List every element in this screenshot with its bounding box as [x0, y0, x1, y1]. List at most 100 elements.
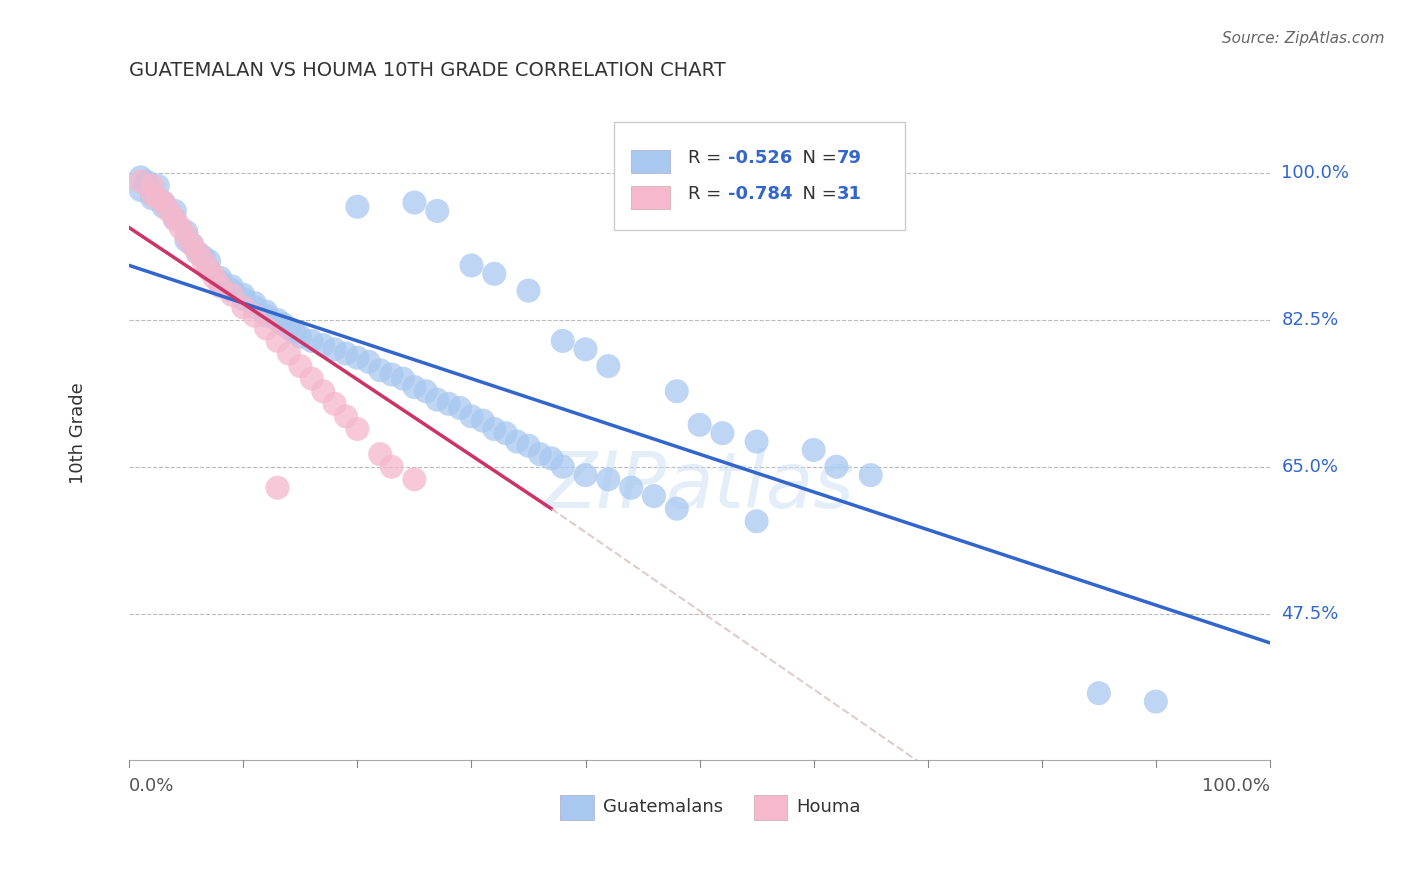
Point [141, 191, 163, 205]
Point [152, 195, 174, 210]
Point [484, 267, 506, 281]
Point [368, 447, 391, 461]
Point [198, 254, 221, 268]
Point [129, 170, 152, 185]
Point [404, 380, 426, 394]
Point [665, 501, 688, 516]
Point [460, 409, 482, 424]
Point [290, 359, 312, 373]
Point [404, 472, 426, 486]
FancyBboxPatch shape [755, 795, 787, 821]
Point [415, 384, 437, 399]
Point [141, 187, 163, 202]
Point [312, 338, 335, 352]
Point [278, 346, 301, 360]
Point [198, 262, 221, 277]
Point [517, 439, 540, 453]
Point [437, 397, 460, 411]
Point [598, 472, 620, 486]
FancyBboxPatch shape [631, 186, 669, 209]
Text: Houma: Houma [797, 798, 860, 816]
Text: -0.526: -0.526 [728, 150, 793, 168]
Point [176, 233, 198, 247]
Point [335, 409, 357, 424]
Point [198, 262, 221, 277]
Point [271, 317, 294, 331]
Text: R =: R = [688, 186, 727, 203]
Point [243, 309, 266, 323]
Text: Source: ZipAtlas.com: Source: ZipAtlas.com [1222, 31, 1385, 46]
Point [1144, 695, 1167, 709]
Point [323, 343, 346, 357]
Point [152, 200, 174, 214]
Point [381, 459, 404, 474]
Point [1088, 686, 1111, 700]
Text: 31: 31 [837, 186, 862, 203]
Point [859, 468, 882, 483]
Point [193, 254, 215, 268]
Point [243, 296, 266, 310]
Point [368, 363, 391, 377]
Point [323, 397, 346, 411]
Point [129, 175, 152, 189]
Point [471, 414, 494, 428]
Point [204, 271, 226, 285]
FancyBboxPatch shape [561, 795, 593, 821]
Point [176, 229, 198, 244]
FancyBboxPatch shape [614, 122, 905, 230]
Point [449, 401, 471, 415]
Point [312, 384, 335, 399]
FancyBboxPatch shape [631, 151, 669, 173]
Point [598, 359, 620, 373]
Text: N =: N = [790, 150, 842, 168]
Point [620, 481, 643, 495]
Point [460, 259, 482, 273]
Text: 100.0%: 100.0% [1202, 777, 1270, 795]
Point [803, 442, 825, 457]
Point [163, 203, 186, 218]
Point [135, 175, 157, 189]
Text: 100.0%: 100.0% [1281, 164, 1350, 182]
Point [574, 343, 596, 357]
Point [209, 279, 232, 293]
Point [278, 321, 301, 335]
Text: Guatemalans: Guatemalans [603, 798, 723, 816]
Point [346, 351, 368, 365]
Point [357, 355, 380, 369]
Point [484, 422, 506, 436]
Point [551, 334, 574, 348]
Text: ZIPatlas: ZIPatlas [544, 448, 855, 524]
Text: R =: R = [688, 150, 727, 168]
Point [141, 187, 163, 202]
Point [232, 292, 254, 306]
Point [665, 384, 688, 399]
Point [176, 225, 198, 239]
Point [163, 212, 186, 227]
Point [335, 346, 357, 360]
Point [187, 245, 209, 260]
Point [301, 334, 323, 348]
Text: N =: N = [790, 186, 842, 203]
Point [146, 178, 169, 193]
Point [181, 237, 204, 252]
Point [381, 368, 404, 382]
Point [643, 489, 665, 503]
Point [392, 372, 415, 386]
Point [529, 447, 551, 461]
Point [209, 275, 232, 289]
Point [157, 203, 180, 218]
Point [221, 287, 243, 301]
Text: 82.5%: 82.5% [1281, 311, 1339, 329]
Point [129, 183, 152, 197]
Point [141, 178, 163, 193]
Point [254, 309, 277, 323]
Point [745, 434, 768, 449]
Text: 47.5%: 47.5% [1281, 605, 1339, 623]
Point [254, 321, 277, 335]
Point [689, 417, 711, 432]
Point [517, 284, 540, 298]
Point [284, 326, 307, 340]
Point [551, 459, 574, 474]
Point [169, 220, 191, 235]
Point [221, 284, 243, 298]
